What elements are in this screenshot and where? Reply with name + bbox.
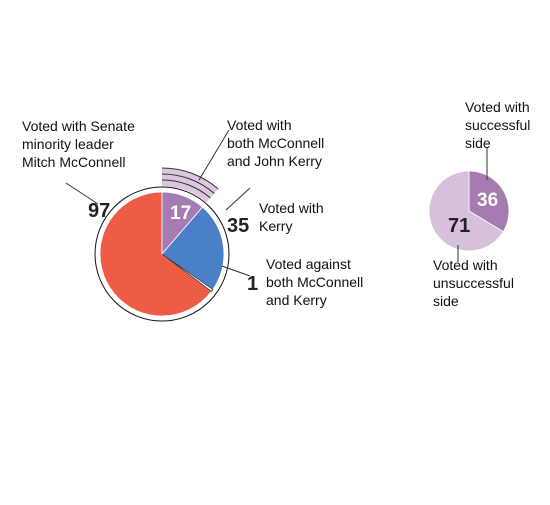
pie-slice-unsuccessful xyxy=(428,170,504,252)
overlap-arc-line xyxy=(161,167,219,190)
value-label-against: 1 xyxy=(247,273,258,295)
value-label-mcconnell: 97 xyxy=(88,200,110,222)
value-label-both: 17 xyxy=(170,203,191,224)
leader-line-against xyxy=(221,265,251,277)
category-label-unsuccessful: Voted with unsuccessful side xyxy=(433,257,518,309)
pie-slice-successful xyxy=(468,170,510,233)
pie-slice-kerry xyxy=(161,206,225,290)
category-label-both: Voted with both McConnell and John Kerry xyxy=(227,117,328,169)
value-label-kerry: 35 xyxy=(227,215,249,237)
pie-slice-against xyxy=(161,253,214,293)
category-label-kerry: Voted with Kerry xyxy=(259,200,328,234)
left-pie-outer-ring xyxy=(94,186,230,322)
pie-slice-mcconnell xyxy=(99,191,212,317)
category-label-successful: Voted with successful side xyxy=(465,99,534,151)
leader-line-kerry xyxy=(225,187,251,211)
category-label-mcconnell: Voted with Senate minority leader Mitch … xyxy=(22,118,139,170)
category-label-against: Voted against both McConnell and Kerry xyxy=(266,256,367,308)
value-label-unsuccessful: 71 xyxy=(448,215,470,237)
leader-line-both xyxy=(198,129,230,181)
value-label-successful: 36 xyxy=(477,190,498,211)
leader-line-mcconnell xyxy=(65,182,99,205)
overlap-arc-line xyxy=(161,179,211,199)
overlap-arc-line xyxy=(161,173,215,194)
